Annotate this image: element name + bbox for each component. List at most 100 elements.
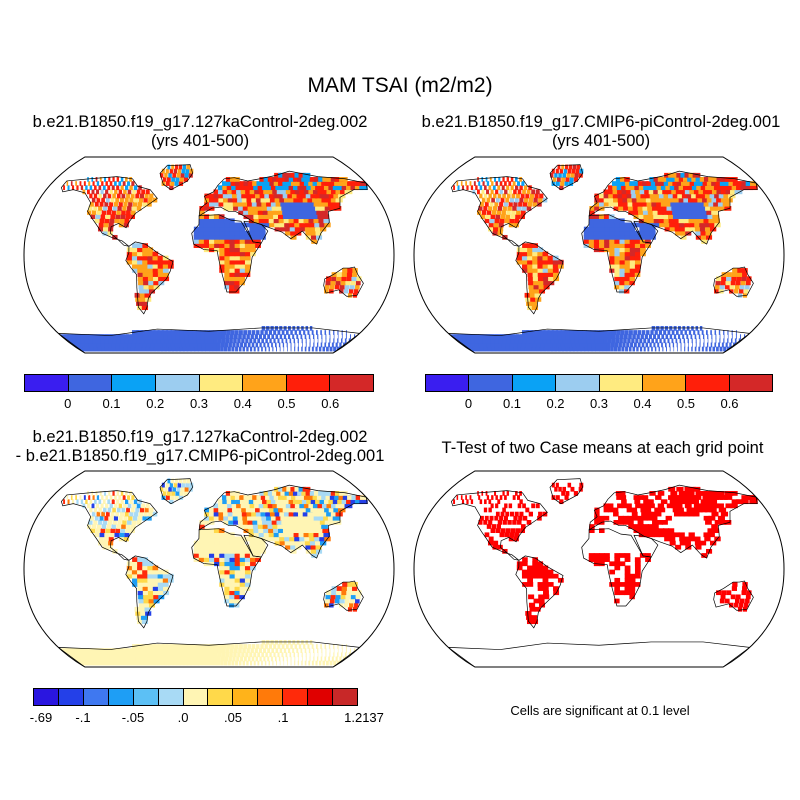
- map-cell: [201, 660, 207, 666]
- coastline: [447, 641, 751, 667]
- map-ttest: [413, 470, 785, 668]
- map-cell: [602, 342, 608, 348]
- map-cell: [315, 544, 322, 550]
- map-cell: [177, 482, 182, 488]
- map-cell: [639, 189, 646, 195]
- map-cell: [530, 301, 538, 306]
- map-cell: [248, 210, 254, 215]
- map-cell: [176, 172, 181, 178]
- map-cell: [341, 648, 343, 654]
- map-cell: [247, 515, 253, 521]
- map-cell: [284, 499, 291, 505]
- map-cell: [674, 499, 681, 505]
- map-cell: [502, 177, 505, 182]
- map-cell: [315, 206, 322, 211]
- map-cell: [360, 495, 369, 500]
- map-cell: [239, 540, 246, 546]
- map-cell: [279, 197, 286, 203]
- map-cell: [228, 218, 235, 224]
- map-cell: [725, 197, 733, 203]
- map-cell: [131, 520, 137, 525]
- colorbar-swatch: [330, 375, 373, 391]
- map-cell: [315, 520, 322, 525]
- map-cell: [333, 648, 335, 654]
- map-cell: [137, 259, 143, 265]
- map-cell: [590, 334, 596, 340]
- map-cell: [257, 524, 264, 529]
- map-cell: [149, 330, 156, 335]
- map-cell: [209, 515, 215, 521]
- map-cell: [599, 226, 605, 232]
- map-cell: [485, 491, 488, 496]
- map-cell: [132, 652, 140, 658]
- map-cell: [100, 214, 106, 220]
- map-cell: [737, 292, 743, 298]
- map-cell: [728, 181, 737, 186]
- map-cell: [224, 247, 231, 253]
- map-cell: [249, 540, 256, 546]
- map-cell: [272, 503, 279, 509]
- map-cell: [723, 193, 731, 199]
- map-cell: [227, 660, 231, 666]
- map-cell: [137, 251, 143, 257]
- map-cell: [117, 206, 122, 211]
- map-cell: [98, 520, 103, 525]
- map-cell: [229, 234, 236, 240]
- map-cell: [171, 346, 178, 352]
- map-cell: [554, 338, 561, 344]
- map-cell: [360, 181, 369, 186]
- map-cell: [301, 507, 308, 513]
- map-cell: [294, 330, 297, 335]
- map-cell: [280, 177, 288, 182]
- map-cell: [729, 288, 734, 294]
- map-cell: [287, 660, 288, 666]
- map-cell: [98, 222, 104, 228]
- map-cell: [477, 210, 482, 215]
- map-cell: [652, 210, 659, 215]
- map-cell: [267, 334, 271, 340]
- map-cell: [137, 557, 143, 562]
- map-cell: [303, 503, 311, 509]
- map-cell: [329, 648, 331, 654]
- map-cell: [522, 503, 526, 509]
- map-cell: [579, 168, 584, 174]
- map-cell: [553, 586, 559, 591]
- map-cell: [105, 334, 113, 340]
- map-cell: [209, 193, 215, 199]
- map-cell: [145, 660, 153, 666]
- map-cell: [504, 189, 508, 195]
- map-cell: [218, 515, 225, 521]
- map-cell: [200, 648, 206, 654]
- map-cell: [508, 181, 512, 186]
- map-cell: [293, 185, 300, 191]
- map-cell: [501, 210, 506, 215]
- map-cell: [292, 648, 295, 654]
- map-cell: [264, 193, 271, 199]
- map-cell: [312, 503, 321, 509]
- map-cell: [579, 482, 584, 488]
- map-cell: [537, 561, 544, 567]
- map-cell: [175, 478, 179, 484]
- map-cell: [255, 239, 261, 244]
- map-cell: [330, 197, 339, 203]
- map-cell: [318, 218, 325, 224]
- map-cell: [219, 239, 225, 244]
- colorbar-tick-label: 0.1: [102, 396, 121, 411]
- map-cell: [270, 639, 274, 645]
- map-cell: [519, 499, 523, 505]
- map-cell: [679, 536, 686, 542]
- map-cell: [204, 648, 210, 654]
- map-cell: [185, 168, 190, 174]
- map-cell: [309, 540, 317, 546]
- colorbar-tick-label: 0.3: [189, 396, 209, 411]
- map-cell: [107, 193, 112, 199]
- map-cell: [614, 243, 621, 248]
- map-cell: [689, 181, 697, 186]
- map-cell: [719, 346, 723, 352]
- map-cell: [551, 495, 556, 500]
- map-cell: [96, 334, 105, 340]
- map-cell: [172, 172, 177, 178]
- map-cell: [547, 573, 554, 579]
- map-cell: [198, 234, 205, 240]
- map-cell: [661, 342, 663, 348]
